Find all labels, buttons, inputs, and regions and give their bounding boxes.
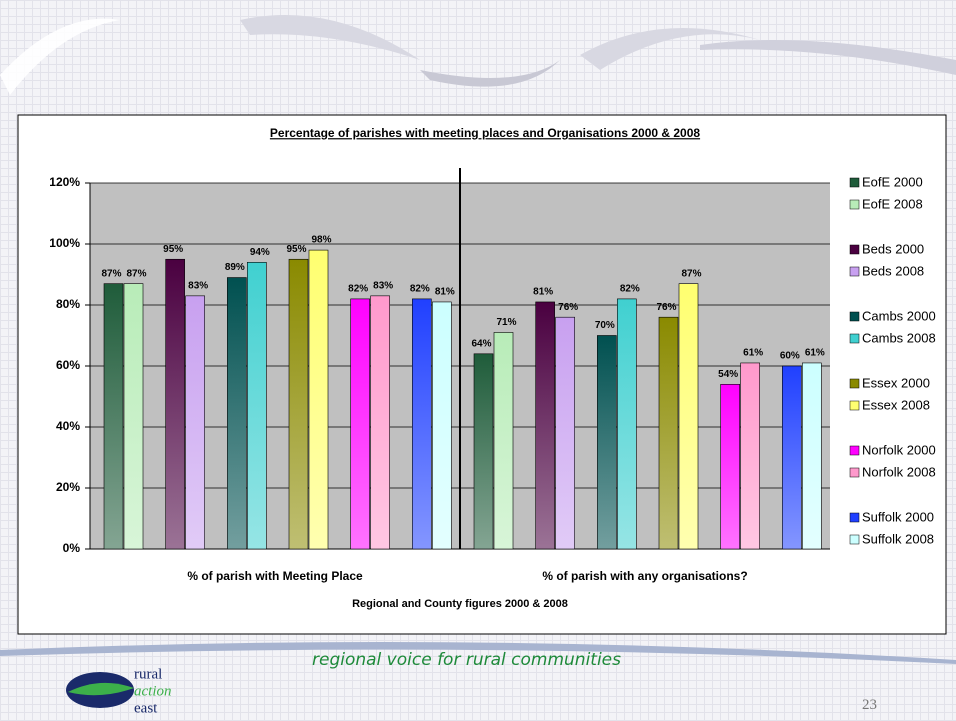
data-label: 87% xyxy=(101,268,121,279)
data-label: 70% xyxy=(595,320,615,331)
legend-swatch xyxy=(849,378,860,389)
divider xyxy=(0,642,956,664)
data-label: 83% xyxy=(373,280,393,291)
swoosh xyxy=(0,18,120,95)
legend-swatch xyxy=(849,333,860,344)
legend-label: Suffolk 2000 xyxy=(862,509,934,524)
page-number: 23 xyxy=(862,697,877,713)
legend-swatch xyxy=(849,534,860,545)
data-label: 87% xyxy=(681,268,701,279)
bar xyxy=(493,332,514,550)
legend-label: Essex 2008 xyxy=(862,397,930,412)
legend-label: Beds 2008 xyxy=(862,263,924,278)
y-tick-label: 0% xyxy=(63,541,81,555)
bar xyxy=(123,283,144,550)
data-label: 71% xyxy=(496,317,516,328)
swoosh xyxy=(240,15,420,60)
bar xyxy=(227,277,247,550)
data-label: 95% xyxy=(163,244,183,255)
y-tick-label: 80% xyxy=(56,297,80,311)
y-tick-label: 120% xyxy=(49,175,80,189)
x-tick-label: % of parish with any organisations? xyxy=(542,569,747,583)
legend-swatch xyxy=(849,266,860,277)
legend-label: Norfolk 2008 xyxy=(862,464,936,479)
legend-swatch xyxy=(849,199,860,210)
bar xyxy=(432,301,452,550)
swoosh xyxy=(420,60,560,87)
tagline: regional voice for rural communities xyxy=(312,650,621,670)
bar xyxy=(288,258,309,550)
data-label: 98% xyxy=(311,235,331,246)
legend-label: Essex 2000 xyxy=(862,375,930,390)
data-label: 89% xyxy=(225,262,245,273)
bar xyxy=(597,335,617,550)
legend-label: Cambs 2008 xyxy=(862,330,936,345)
bar xyxy=(473,353,494,550)
bar xyxy=(350,298,370,550)
chart-title: Percentage of parishes with meeting plac… xyxy=(270,126,700,140)
data-label: 64% xyxy=(471,338,491,349)
legend-swatch xyxy=(849,512,860,523)
legend-label: Suffolk 2008 xyxy=(862,531,934,546)
logo-text: action xyxy=(134,683,172,699)
x-axis-title: Regional and County figures 2000 & 2008 xyxy=(352,598,568,610)
data-label: 83% xyxy=(188,280,208,291)
data-label: 82% xyxy=(410,284,430,295)
bar xyxy=(103,283,124,550)
legend-label: Cambs 2000 xyxy=(862,308,936,323)
data-label: 82% xyxy=(348,284,368,295)
bar xyxy=(185,295,205,550)
legend-swatch xyxy=(849,400,860,411)
bar xyxy=(247,261,267,550)
data-label: 81% xyxy=(435,287,455,298)
bar xyxy=(678,283,699,550)
bar xyxy=(740,362,760,550)
y-tick-label: 20% xyxy=(56,480,80,494)
data-label: 60% xyxy=(780,351,800,362)
legend-swatch xyxy=(849,177,860,188)
bar xyxy=(535,301,555,550)
bar xyxy=(617,298,637,550)
data-label: 81% xyxy=(533,287,553,298)
logo-text: rural xyxy=(134,666,162,682)
data-label: 82% xyxy=(620,284,640,295)
data-label: 94% xyxy=(250,247,270,258)
legend-label: EofE 2008 xyxy=(862,196,923,211)
bar xyxy=(720,383,740,550)
data-label: 87% xyxy=(126,268,146,279)
bar xyxy=(658,316,679,550)
bar xyxy=(555,316,575,550)
data-label: 95% xyxy=(286,244,306,255)
legend-swatch xyxy=(849,467,860,478)
data-label: 61% xyxy=(805,348,825,359)
bar xyxy=(165,258,185,550)
swoosh xyxy=(580,27,760,70)
bar xyxy=(802,362,822,550)
bar xyxy=(308,249,329,550)
y-tick-label: 60% xyxy=(56,358,80,372)
bar xyxy=(412,298,432,550)
data-label: 54% xyxy=(718,369,738,380)
legend-label: Beds 2000 xyxy=(862,241,924,256)
data-label: 61% xyxy=(743,348,763,359)
bar xyxy=(370,295,390,550)
legend-label: EofE 2000 xyxy=(862,174,923,189)
data-label: 76% xyxy=(656,302,676,313)
logo-text: east xyxy=(134,700,158,716)
y-tick-label: 100% xyxy=(49,236,80,250)
logo-mark xyxy=(68,682,134,696)
legend-label: Norfolk 2000 xyxy=(862,442,936,457)
y-tick-label: 40% xyxy=(56,419,80,433)
x-tick-label: % of parish with Meeting Place xyxy=(187,569,363,583)
swoosh xyxy=(700,40,956,75)
bar xyxy=(782,365,802,550)
data-label: 76% xyxy=(558,302,578,313)
legend-swatch xyxy=(849,244,860,255)
legend-swatch xyxy=(849,445,860,456)
legend-swatch xyxy=(849,311,860,322)
